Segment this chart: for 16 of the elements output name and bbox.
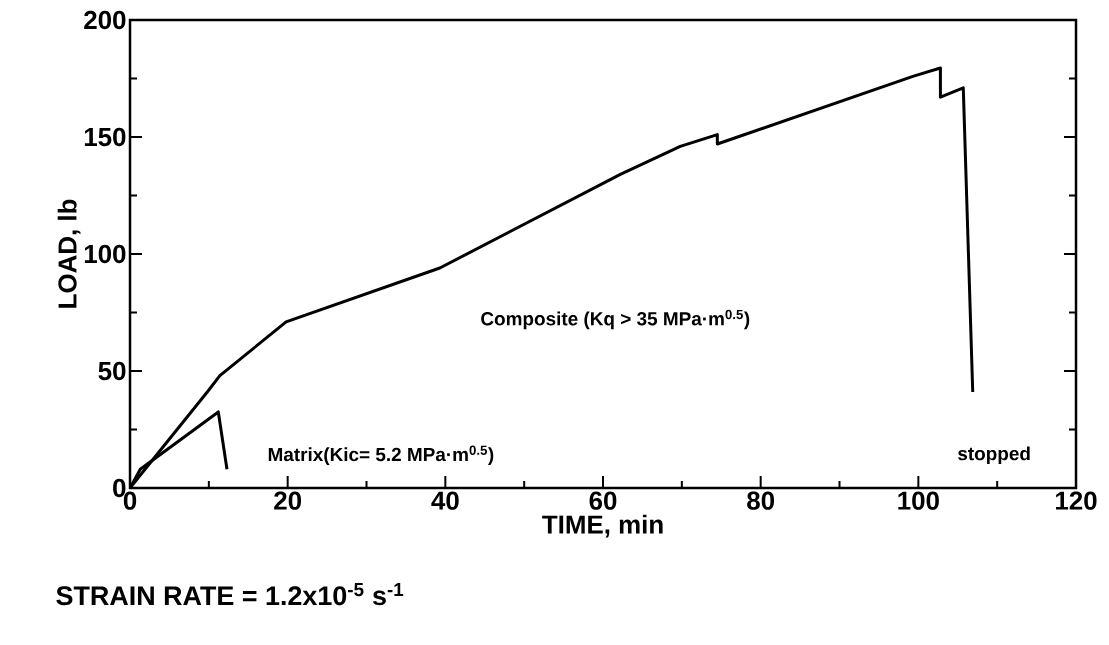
y-tick-label: 150 [84, 127, 126, 147]
text: Composite (Kq > 35 MPa·m$^{0.5}$) [481, 309, 750, 330]
y-tick-label: 200 [84, 10, 126, 30]
x-tick-label: 60 [589, 491, 617, 510]
y-tick-label: 50 [98, 361, 126, 381]
annotation: stopped [958, 446, 1030, 465]
text: STRAIN RATE = 1.2x10$^{-5}$ s$^{-1}$ [56, 583, 404, 606]
y-axis-title: LOAD, lb [57, 199, 81, 308]
x-tick-label: 80 [747, 491, 775, 510]
x-tick-label: 100 [898, 491, 939, 510]
x-tick-label: 20 [274, 491, 302, 510]
y-tick-label: 100 [84, 244, 126, 264]
text: Matrix(Kic= 5.2 MPa·m$^{0.5}$) [268, 445, 494, 465]
x-tick-label: 120 [1056, 491, 1097, 510]
x-tick-label: 40 [431, 491, 459, 510]
x-axis-title: TIME, min [542, 514, 663, 538]
